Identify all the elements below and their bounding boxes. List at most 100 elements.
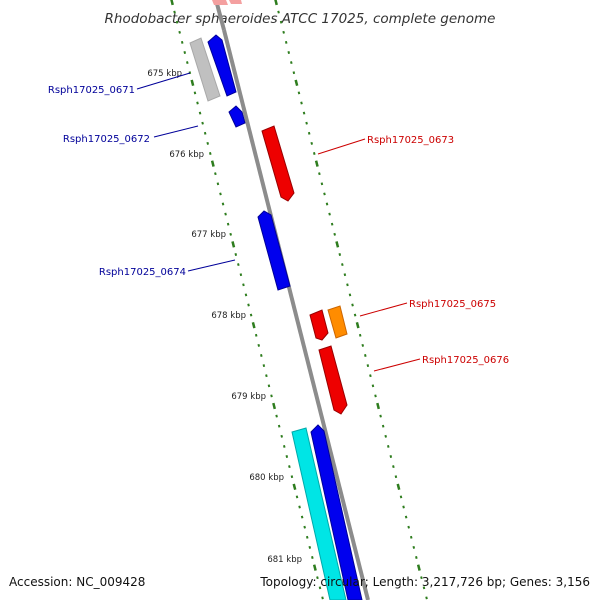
leader-line-0675 [359, 302, 408, 317]
gene-feature-rsph17025-0672 [228, 105, 246, 128]
tick-mark [180, 40, 184, 44]
tick-mark [282, 30, 285, 34]
tick-mark [260, 354, 263, 357]
tick-mark [318, 586, 322, 590]
tick-mark [371, 384, 375, 388]
tick-mark [270, 394, 273, 398]
tick-mark [275, 414, 278, 418]
tick-mark [323, 192, 326, 196]
tick-mark [295, 495, 299, 499]
tick-mark [333, 232, 336, 236]
tick-mark [206, 141, 209, 145]
gene-feature-rsph17025-0675 [309, 309, 329, 341]
gene-feature-rsph17025-0671 [207, 34, 237, 97]
gene-label-rsph17025-0673[interactable]: Rsph17025_0673 [367, 135, 454, 146]
gene-label-rsph17025-0674[interactable]: Rsph17025_0674 [99, 267, 186, 278]
gene-leader-lines [136, 72, 421, 372]
tick-mark [262, 364, 266, 368]
tick-mark [234, 253, 238, 256]
tick-mark [402, 505, 405, 509]
kbp-label: 677 kbp [191, 230, 226, 240]
tick-mark [190, 79, 195, 87]
tick-mark [251, 321, 256, 329]
tick-mark [242, 283, 245, 287]
gene-label-rsph17025-0675[interactable]: Rsph17025_0675 [409, 299, 496, 310]
tick-mark [287, 51, 291, 54]
tick-mark [351, 303, 354, 307]
gene-label-rsph17025-0672[interactable]: Rsph17025_0672 [63, 134, 150, 145]
tick-mark [292, 483, 297, 491]
tick-mark [265, 374, 268, 378]
tick-mark [404, 515, 408, 519]
tick-mark [219, 192, 222, 196]
kbp-label: 681 kbp [267, 555, 302, 565]
tick-ring-outer [274, 0, 428, 600]
tick-mark [366, 364, 370, 368]
tick-mark [409, 535, 413, 539]
tick-mark [274, 0, 278, 6]
tick-mark [178, 30, 181, 34]
tick-mark [321, 596, 324, 600]
tick-mark [381, 424, 385, 428]
tick-mark [307, 131, 311, 135]
tick-mark [216, 182, 220, 186]
tick-mark [420, 576, 423, 580]
tick-mark [303, 525, 306, 529]
tick-mark [374, 394, 377, 398]
gene-label-rsph17025-0671[interactable]: Rsph17025_0671 [48, 85, 135, 96]
tick-mark [346, 283, 349, 287]
tick-mark [316, 576, 319, 580]
leader-line-0676 [373, 358, 421, 372]
tick-mark [330, 222, 334, 226]
tick-mark [305, 535, 309, 539]
tick-mark [353, 313, 357, 317]
tick-mark [257, 343, 261, 347]
tick-mark [361, 343, 365, 347]
tick-mark [300, 515, 304, 519]
tick-mark [302, 111, 306, 115]
gene-labels: Rsph17025_0671 Rsph17025_0672 Rsph17025_… [48, 85, 509, 366]
tick-mark [399, 495, 403, 499]
tick-mark [221, 202, 225, 206]
tick-mark [186, 61, 189, 65]
tick-mark [325, 202, 329, 206]
tick-mark [277, 10, 280, 14]
tick-mark [364, 354, 367, 357]
tick-mark [272, 402, 277, 410]
tick-mark [175, 20, 179, 24]
tick-mark [376, 402, 381, 410]
tick-mark [314, 160, 319, 167]
gene-feature-pseudo [189, 37, 221, 102]
accession-text: Accession: NC_009428 [9, 575, 145, 589]
tick-mark [284, 40, 288, 44]
tick-mark [279, 20, 283, 24]
gene-feature-rsph17025-0676 [318, 345, 348, 415]
tick-mark [170, 0, 174, 6]
tick-mark [294, 79, 299, 87]
tick-mark [341, 263, 344, 267]
tick-mark [355, 321, 360, 329]
tick-mark [320, 182, 324, 186]
tick-mark [313, 152, 316, 155]
gene-feature-forward-long [310, 424, 363, 600]
tick-mark [297, 91, 301, 95]
gene-label-rsph17025-0676[interactable]: Rsph17025_0676 [422, 355, 509, 366]
tick-mark [358, 333, 362, 337]
tick-mark [226, 222, 230, 226]
tick-mark [285, 455, 289, 458]
tick-mark [196, 101, 199, 105]
tick-mark [369, 374, 372, 378]
tick-mark [224, 212, 227, 216]
tick-mark [343, 273, 347, 277]
tick-mark [267, 384, 271, 388]
tick-mark [239, 273, 243, 277]
tick-mark [183, 51, 187, 54]
kbp-labels: 675 kbp 676 kbp 677 kbp 678 kbp 679 kbp … [147, 69, 302, 565]
gene-features [189, 0, 363, 600]
tick-mark [305, 121, 308, 125]
tick-mark [379, 414, 382, 418]
genome-backbone [222, 29, 370, 600]
tick-mark [210, 160, 215, 167]
tick-mark [392, 465, 395, 469]
